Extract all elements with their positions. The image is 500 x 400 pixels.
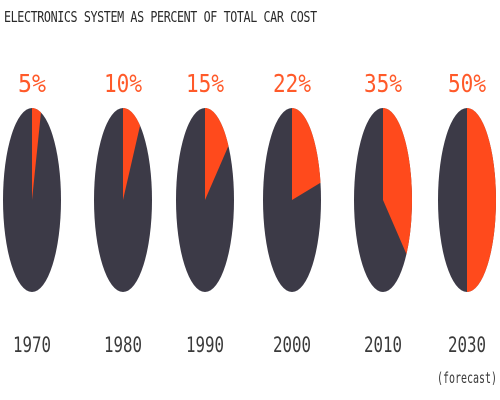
note-label-2030: (forecast)	[437, 369, 497, 387]
year-label-2010: 2010	[364, 333, 402, 357]
pie-2000: 22% 2000	[263, 69, 321, 357]
pie-slice-2010	[383, 108, 412, 255]
year-label-1970: 1970	[13, 333, 51, 357]
pie-slice-1990	[205, 108, 229, 200]
year-label-1980: 1980	[104, 333, 142, 357]
pie-2030: 50% 2030 (forecast)	[437, 69, 497, 387]
pct-label-1980: 10%	[104, 69, 142, 98]
pie-1970: 5% 1970	[3, 69, 61, 357]
pie-1980: 10% 1980	[94, 69, 152, 357]
pie-1990: 15% 1990	[176, 69, 234, 357]
pie-slice-2030	[467, 108, 496, 292]
pct-label-2010: 35%	[364, 69, 402, 98]
pct-label-1990: 15%	[186, 69, 224, 98]
pie-2010: 35% 2010	[354, 69, 412, 357]
chart-title: ELECTRONICS SYSTEM AS PERCENT OF TOTAL C…	[4, 8, 317, 26]
pct-label-2030: 50%	[448, 69, 486, 98]
pie-slice-2000	[292, 108, 321, 200]
pct-label-1970: 5%	[18, 69, 46, 98]
pie-slice-1970	[32, 108, 41, 200]
year-label-1990: 1990	[186, 333, 224, 357]
year-label-2030: 2030	[448, 333, 486, 357]
pct-label-2000: 22%	[273, 69, 311, 98]
pie-slice-1980	[123, 108, 141, 200]
year-label-2000: 2000	[273, 333, 311, 357]
